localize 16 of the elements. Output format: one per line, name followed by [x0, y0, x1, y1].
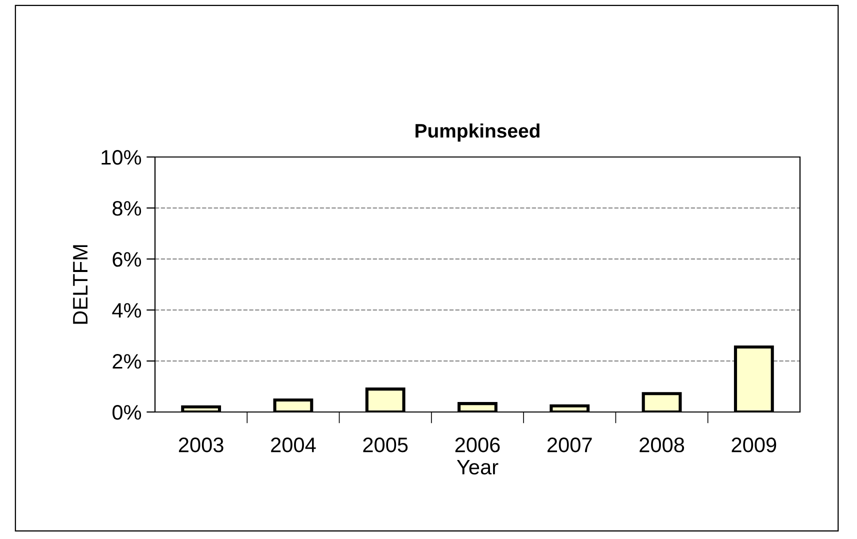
y-axis-title: DELTFM: [73, 245, 88, 324]
y-tick-label: 6%: [112, 252, 142, 267]
x-tick-label: 2004: [271, 438, 316, 452]
x-tick-label: 2009: [732, 438, 776, 452]
x-tick-label: 2008: [640, 438, 684, 452]
x-tick-label: 2006: [455, 438, 500, 452]
x-tick-label: 2005: [363, 438, 408, 452]
y-tick-label: 10%: [102, 150, 142, 165]
x-tick-label: 2007: [548, 438, 592, 452]
y-tick-label: 4%: [112, 303, 142, 318]
x-axis-title: Year: [456, 460, 498, 474]
y-tick-label: 8%: [112, 201, 142, 216]
y-tick-label: 0%: [112, 405, 142, 420]
x-tick-label: 2003: [178, 438, 224, 452]
chart-title: Pumpkinseed: [416, 123, 540, 142]
y-tick-label: 2%: [112, 354, 142, 369]
